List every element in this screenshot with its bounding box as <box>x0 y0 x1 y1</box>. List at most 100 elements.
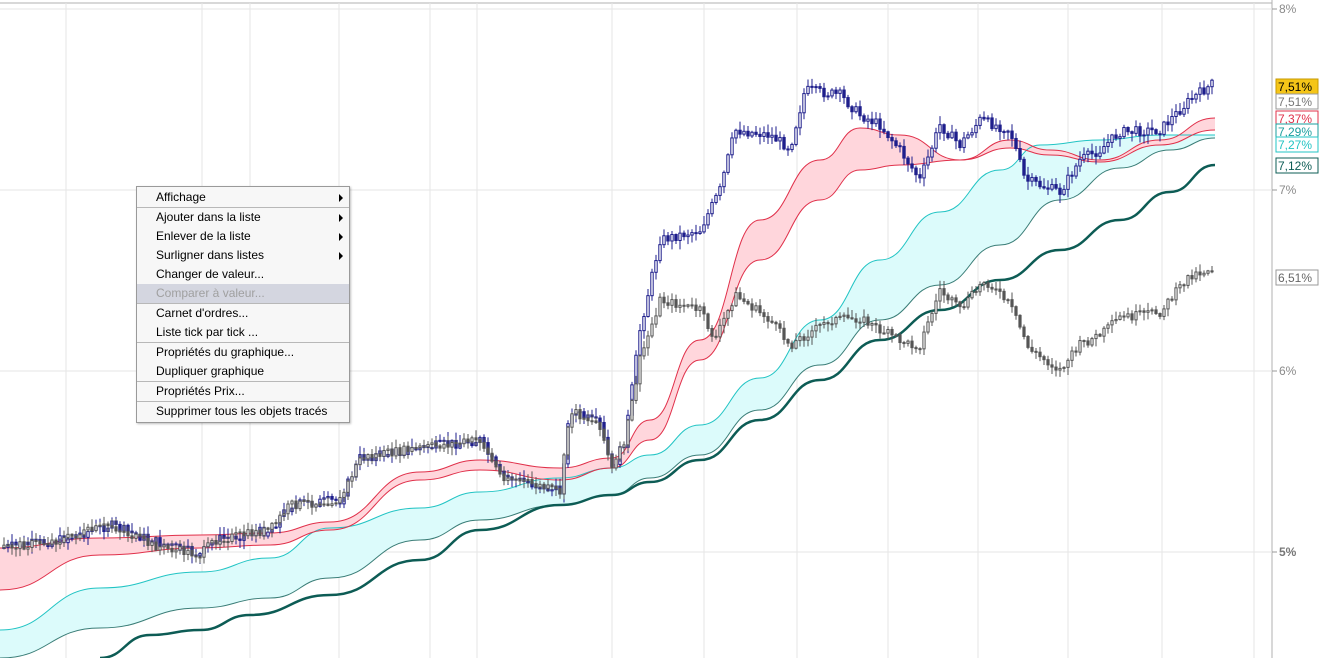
candle-body <box>662 296 666 304</box>
candle-body <box>858 321 862 324</box>
candle-body <box>1082 153 1086 160</box>
candle-body <box>1090 338 1094 346</box>
candle-body <box>794 127 798 145</box>
candle-body <box>494 460 498 468</box>
candle-body <box>314 503 318 508</box>
candle-body <box>1174 111 1178 118</box>
candle-body <box>826 95 830 98</box>
candle-body <box>382 450 386 457</box>
candle-body <box>806 85 810 95</box>
candle-body <box>110 525 114 528</box>
menu-item-enlever-de-la-liste[interactable]: Enlever de la liste <box>137 227 349 246</box>
candle-body <box>1202 272 1206 276</box>
candle-body <box>998 288 1002 292</box>
candle-body <box>866 316 870 326</box>
candle-body <box>666 235 670 242</box>
candle-body <box>758 305 762 314</box>
ma-fast-band <box>0 118 1215 590</box>
candle-body <box>978 116 982 126</box>
candle-body <box>1054 366 1058 371</box>
candle-body <box>826 322 830 325</box>
candle-body <box>1058 187 1062 195</box>
candle-body <box>766 316 770 322</box>
candle-body <box>986 282 990 288</box>
candle-body <box>1042 186 1046 189</box>
menu-item-dupliquer-graphique[interactable]: Dupliquer graphique <box>137 362 349 381</box>
candle-body <box>286 503 290 515</box>
candle-body <box>802 93 806 114</box>
candle-body <box>86 531 90 538</box>
candle-body <box>1126 127 1130 133</box>
candle-body <box>874 323 878 326</box>
price-tag-label: 7,27% <box>1278 138 1312 152</box>
candle-body <box>790 342 794 349</box>
candle-body <box>742 130 746 135</box>
candle-body <box>526 478 530 481</box>
candle-body <box>938 288 942 302</box>
candle-body <box>1154 129 1158 135</box>
candle-body <box>922 164 926 179</box>
submenu-arrow-icon <box>339 214 343 222</box>
candle-body <box>1158 313 1162 317</box>
candle-body <box>686 304 690 307</box>
candle-body <box>334 498 338 501</box>
candle-body <box>954 131 958 142</box>
candle-body <box>898 145 902 148</box>
context-menu: Affichage Ajouter dans la liste Enlever de… <box>136 186 350 423</box>
candle-body <box>702 224 706 233</box>
candle-body <box>1186 97 1190 109</box>
submenu-arrow-icon <box>339 252 343 260</box>
candle-body <box>26 546 30 550</box>
candle-body <box>1010 130 1014 139</box>
menu-item-proprietes-prix[interactable]: Propriétés Prix... <box>137 382 349 401</box>
candle-body <box>1178 111 1182 115</box>
candle-body <box>638 355 642 385</box>
candle-body <box>82 529 86 536</box>
candle-body <box>1058 367 1062 371</box>
candle-body <box>1014 137 1018 149</box>
candle-body <box>990 117 994 130</box>
candle-body <box>162 544 166 548</box>
candle-body <box>94 525 98 532</box>
candle-body <box>138 533 142 537</box>
candle-body <box>1158 133 1162 136</box>
menu-item-supprimer-tous-les-objets-traces[interactable]: Supprimer tous les objets tracés <box>137 402 349 421</box>
candle-body <box>438 439 442 442</box>
menu-item-surligner-dans-listes[interactable]: Surligner dans listes <box>137 246 349 265</box>
candle-body <box>602 428 606 441</box>
candle-body <box>1098 152 1102 157</box>
candle-body <box>750 131 754 137</box>
menu-item-liste-tick-par-tick[interactable]: Liste tick par tick ... <box>137 323 349 342</box>
menu-item-proprietes-du-graphique[interactable]: Propriétés du graphique... <box>137 343 349 362</box>
candle-body <box>1106 324 1110 329</box>
candle-body <box>1194 93 1198 100</box>
candle-body <box>142 535 146 539</box>
menu-item-carnet-d-ordres[interactable]: Carnet d'ordres... <box>137 304 349 323</box>
candle-body <box>682 304 686 307</box>
candle-body <box>206 542 210 548</box>
candle-body <box>238 538 242 541</box>
candle-body <box>90 526 94 532</box>
candle-body <box>466 438 470 443</box>
candle-body <box>122 530 126 533</box>
candle-body <box>274 526 278 529</box>
menu-item-changer-de-valeur[interactable]: Changer de valeur... <box>137 265 349 284</box>
candle-body <box>698 231 702 235</box>
menu-item-affichage[interactable]: Affichage <box>137 188 349 207</box>
candle-body <box>1182 284 1186 287</box>
candle-body <box>950 131 954 139</box>
candle-body <box>942 288 946 296</box>
candle-body <box>1046 187 1050 190</box>
candle-body <box>778 323 782 329</box>
menu-item-label: Dupliquer graphique <box>156 364 265 378</box>
menu-item-comparer-a-valeur: Comparer à valeur... <box>137 284 349 303</box>
menu-item-label: Liste tick par tick ... <box>156 325 259 339</box>
candle-body <box>770 320 774 323</box>
candle-body <box>334 502 338 505</box>
candle-body <box>74 535 78 539</box>
candle-body <box>218 540 222 545</box>
menu-item-ajouter-dans-la-liste[interactable]: Ajouter dans la liste <box>137 208 349 227</box>
candle-body <box>842 314 846 317</box>
